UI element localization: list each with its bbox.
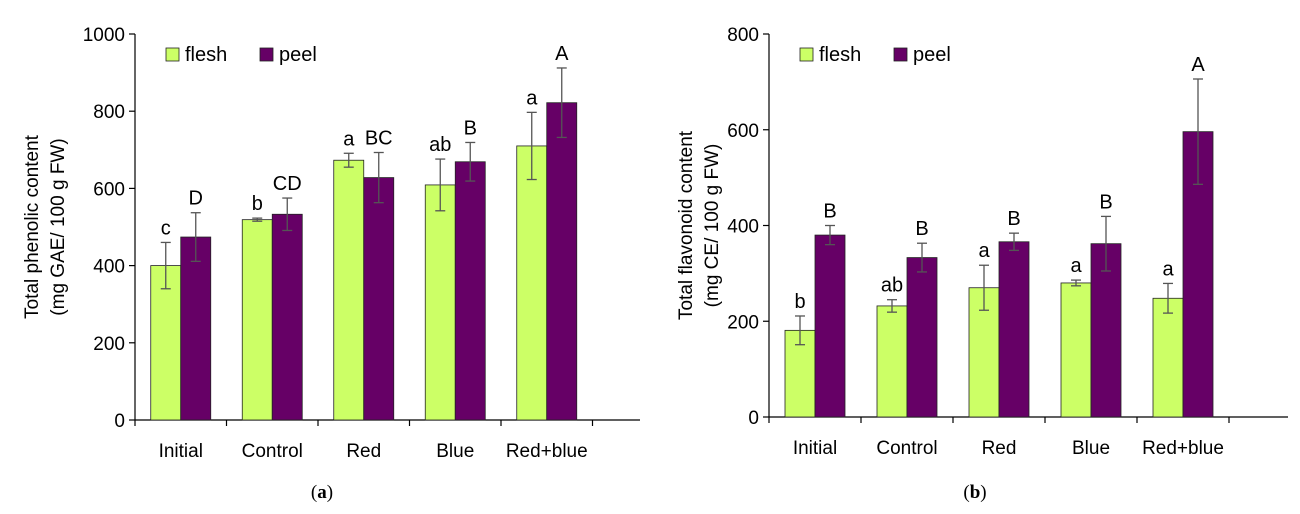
y-tick-label: 1000 bbox=[83, 25, 125, 46]
x-tick-label: Red bbox=[982, 438, 1017, 459]
peel-bar bbox=[546, 102, 578, 421]
x-tick-label: Control bbox=[242, 441, 303, 462]
significance-label: B bbox=[1099, 191, 1112, 213]
legend-label-peel: peel bbox=[913, 44, 951, 66]
significance-label: ab bbox=[881, 275, 903, 297]
panel-label: (a) bbox=[311, 482, 333, 503]
chart-panel-b: 0 200 400 600 800 Initial Control Red Blue Red+bl… bbox=[676, 25, 1288, 503]
flesh-bar bbox=[424, 184, 456, 421]
peel-bar bbox=[814, 234, 846, 418]
x-tick-label: Initial bbox=[159, 441, 203, 462]
significance-label: A bbox=[1191, 54, 1205, 76]
significance-label: b bbox=[252, 193, 263, 215]
significance-label: b bbox=[794, 291, 805, 313]
significance-label: a bbox=[978, 240, 990, 262]
significance-label: a bbox=[1162, 258, 1174, 280]
legend: flesh peel bbox=[165, 44, 317, 66]
y-tick-label: 800 bbox=[727, 25, 759, 46]
y-tick-label: 200 bbox=[93, 334, 125, 355]
panel-label: (b) bbox=[963, 482, 986, 503]
peel-bar bbox=[906, 257, 938, 418]
peel-bar bbox=[180, 236, 212, 421]
significance-label: B bbox=[464, 117, 477, 139]
y-tick-label: 400 bbox=[727, 217, 759, 238]
x-tick-label: Initial bbox=[793, 438, 837, 459]
x-tick-label: Control bbox=[876, 438, 937, 459]
significance-label: B bbox=[1007, 208, 1020, 230]
x-tick-label: Blue bbox=[436, 441, 474, 462]
peel-bar bbox=[998, 241, 1030, 418]
flesh-bar bbox=[1060, 282, 1092, 418]
significance-label: ab bbox=[429, 134, 451, 156]
legend-label-flesh: flesh bbox=[819, 44, 861, 66]
panel-label-letter: a bbox=[317, 482, 327, 503]
legend-label-peel: peel bbox=[279, 44, 317, 66]
legend-swatch-flesh bbox=[799, 47, 814, 62]
legend-swatch-peel bbox=[893, 47, 908, 62]
y-axis-title: Total flavonoid content bbox=[676, 130, 697, 320]
x-tick-label: Red+blue bbox=[1142, 438, 1224, 459]
legend-swatch-peel bbox=[259, 47, 274, 62]
significance-label: B bbox=[915, 218, 928, 240]
x-tick-label: Blue bbox=[1072, 438, 1110, 459]
significance-label: c bbox=[161, 217, 171, 239]
flesh-bar bbox=[876, 305, 908, 418]
peel-bar bbox=[454, 161, 486, 421]
significance-label: a bbox=[526, 87, 538, 109]
chart-panel-a: 0 200 400 600 800 1000 Initial Control Red Blue Re… bbox=[22, 25, 640, 503]
y-axis-subtitle: (mg CE/ 100 g FW) bbox=[702, 144, 723, 308]
significance-label: CD bbox=[273, 173, 302, 195]
y-tick-label: 600 bbox=[93, 179, 125, 200]
flesh-bar bbox=[516, 145, 548, 421]
significance-label: a bbox=[343, 128, 355, 150]
y-tick-label: 200 bbox=[727, 312, 759, 333]
y-tick-label: 0 bbox=[748, 408, 759, 429]
flesh-bar bbox=[333, 159, 365, 421]
peel-bar bbox=[363, 177, 395, 421]
legend-label-flesh: flesh bbox=[185, 44, 227, 66]
significance-label: a bbox=[1070, 255, 1082, 277]
legend: flesh peel bbox=[799, 44, 951, 66]
panel-label-open: ( bbox=[311, 482, 317, 503]
flesh-bar bbox=[241, 219, 273, 421]
y-tick-label: 600 bbox=[727, 121, 759, 142]
x-tick-label: Red+blue bbox=[506, 441, 588, 462]
panel-label-close: ) bbox=[327, 482, 333, 503]
y-axis-subtitle: (mg GAE/ 100 g FW) bbox=[48, 138, 69, 315]
y-axis-title: Total phenolic content bbox=[22, 134, 43, 319]
x-tick-label: Red bbox=[346, 441, 381, 462]
y-tick-label: 800 bbox=[93, 102, 125, 123]
panel-label-open: ( bbox=[963, 482, 969, 503]
legend-swatch-flesh bbox=[165, 47, 180, 62]
flesh-bar bbox=[1152, 297, 1184, 418]
significance-label: BC bbox=[365, 128, 393, 150]
y-tick-label: 0 bbox=[114, 411, 125, 432]
significance-label: D bbox=[189, 188, 203, 210]
panel-label-close: ) bbox=[980, 482, 986, 503]
peel-bar bbox=[271, 213, 303, 421]
peel-bar bbox=[1090, 243, 1122, 418]
significance-label: A bbox=[555, 43, 569, 65]
y-tick-label: 400 bbox=[93, 257, 125, 278]
significance-label: B bbox=[823, 201, 836, 223]
panel-label-letter: b bbox=[970, 482, 981, 503]
